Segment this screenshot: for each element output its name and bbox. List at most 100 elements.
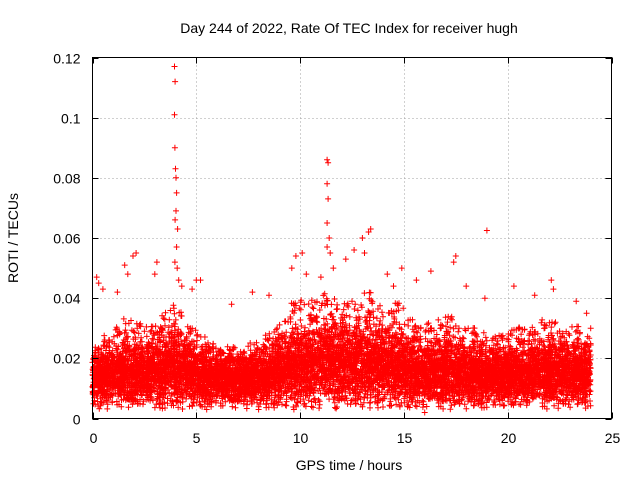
data-point (156, 360, 163, 367)
data-points-layer (89, 63, 594, 416)
data-point (110, 333, 117, 340)
data-point (148, 340, 155, 347)
data-point (131, 371, 138, 378)
data-point (156, 377, 163, 384)
data-point (155, 368, 162, 375)
data-point (113, 360, 120, 367)
data-point (154, 336, 161, 343)
data-point (147, 383, 154, 390)
data-point (120, 371, 127, 378)
data-point (112, 385, 119, 392)
data-point (113, 398, 120, 405)
data-point (93, 390, 100, 397)
data-point (116, 351, 123, 358)
data-point (111, 370, 118, 377)
data-point (147, 358, 154, 365)
data-point (154, 388, 161, 395)
data-point (134, 325, 141, 332)
data-point (126, 380, 133, 387)
data-point (133, 366, 140, 373)
data-point (105, 394, 112, 401)
data-point (143, 333, 150, 340)
data-point (141, 382, 148, 389)
data-point (122, 327, 129, 334)
data-point (124, 333, 131, 340)
grid-layer (92, 57, 612, 419)
data-point (94, 398, 101, 405)
data-point (132, 390, 139, 397)
data-point (95, 345, 102, 352)
data-point (96, 405, 103, 412)
data-point (110, 375, 117, 382)
data-point (138, 344, 145, 351)
data-point (103, 362, 110, 369)
data-point (146, 348, 153, 355)
data-point (163, 334, 169, 341)
data-point (156, 347, 163, 354)
data-point (133, 358, 140, 365)
data-point (162, 390, 169, 397)
data-point (135, 330, 142, 337)
data-point (103, 355, 110, 362)
data-point (131, 381, 138, 388)
data-point (101, 332, 108, 339)
data-point (100, 379, 107, 386)
data-point (121, 391, 128, 398)
data-point (105, 380, 112, 387)
data-point (162, 322, 168, 329)
data-point (121, 381, 128, 388)
data-point (155, 348, 162, 355)
data-point (137, 338, 144, 345)
data-point (157, 404, 163, 411)
data-point (122, 364, 128, 371)
data-point (147, 328, 154, 335)
data-point (136, 322, 143, 329)
data-point (157, 356, 164, 363)
data-point (132, 346, 139, 353)
data-point (109, 399, 116, 406)
data-point (106, 337, 113, 343)
data-point (159, 312, 166, 319)
data-point (121, 329, 128, 336)
data-point (92, 356, 99, 363)
data-point (100, 353, 107, 360)
data-point (112, 363, 119, 370)
data-point (143, 372, 150, 379)
data-point (102, 347, 109, 354)
data-point (166, 316, 173, 323)
data-point (105, 343, 112, 349)
data-point (93, 371, 100, 377)
data-point (154, 343, 161, 350)
data-point (144, 389, 151, 396)
data-point (90, 384, 97, 391)
data-point (97, 402, 104, 409)
data-point (120, 315, 127, 322)
data-point (131, 341, 138, 348)
data-point (152, 323, 159, 330)
data-point (118, 385, 125, 392)
data-point (154, 395, 161, 402)
data-point (151, 404, 158, 411)
data-point (148, 354, 155, 361)
data-point (159, 326, 166, 333)
data-point (116, 328, 123, 335)
data-point (155, 331, 162, 338)
data-point (157, 384, 163, 391)
data-point (122, 356, 129, 363)
data-point (144, 344, 151, 351)
data-point (101, 387, 108, 394)
data-point (137, 362, 144, 369)
data-point (137, 323, 144, 330)
data-point (152, 362, 159, 369)
data-point (90, 375, 97, 382)
data-point (100, 342, 107, 349)
data-point (112, 326, 119, 333)
data-point (113, 379, 120, 386)
data-point (162, 309, 169, 316)
data-point (140, 401, 146, 408)
data-point (113, 343, 120, 349)
data-point (125, 367, 131, 374)
data-point (161, 399, 168, 406)
data-point (132, 336, 139, 343)
